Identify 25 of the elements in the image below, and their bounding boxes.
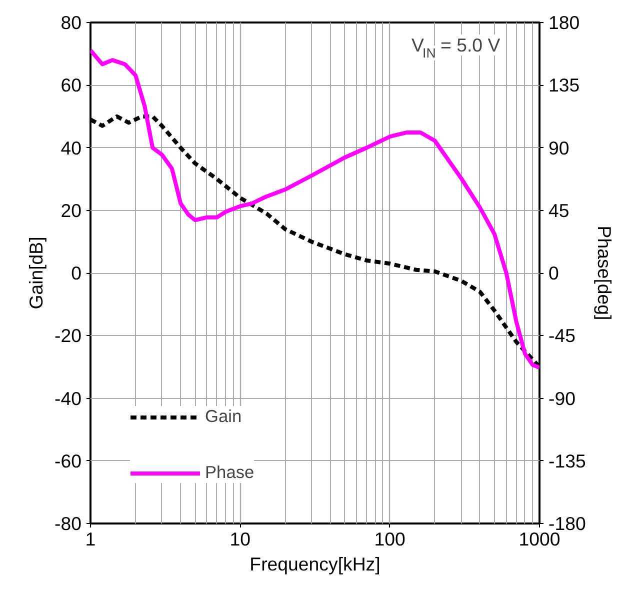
y-tick-label: 0	[71, 262, 82, 284]
y-tick-label: -20	[54, 325, 82, 346]
y2-tick-label: 45	[548, 200, 570, 221]
x-tick-label: 100	[374, 528, 406, 550]
y2-tick-label: -135	[548, 450, 586, 472]
legend-label: Gain	[205, 406, 242, 427]
y2-axis-title: Phase[deg]	[594, 226, 615, 320]
x-tick-label: 1	[85, 528, 96, 550]
y-tick-label: 80	[60, 12, 82, 33]
x-tick-label: 10	[230, 528, 251, 550]
y-tick-label: 60	[60, 74, 82, 96]
y-tick-label: 20	[60, 200, 82, 221]
y2-tick-label: -45	[548, 325, 576, 346]
y-tick-label: -40	[54, 388, 82, 409]
y-tick-label: -60	[54, 450, 82, 472]
y-tick-label: 40	[60, 137, 82, 158]
y2-tick-label: -90	[548, 388, 576, 409]
y-axis-title: Gain[dB]	[26, 236, 47, 310]
y2-tick-label: 135	[548, 74, 580, 96]
y-tick-label: -80	[54, 513, 82, 534]
y2-tick-label: 90	[548, 137, 570, 158]
x-axis-title: Frequency[kHz]	[250, 554, 380, 574]
y2-tick-label: 0	[548, 262, 559, 284]
legend-label: Phase	[205, 462, 254, 483]
y2-tick-label: 180	[548, 12, 580, 33]
